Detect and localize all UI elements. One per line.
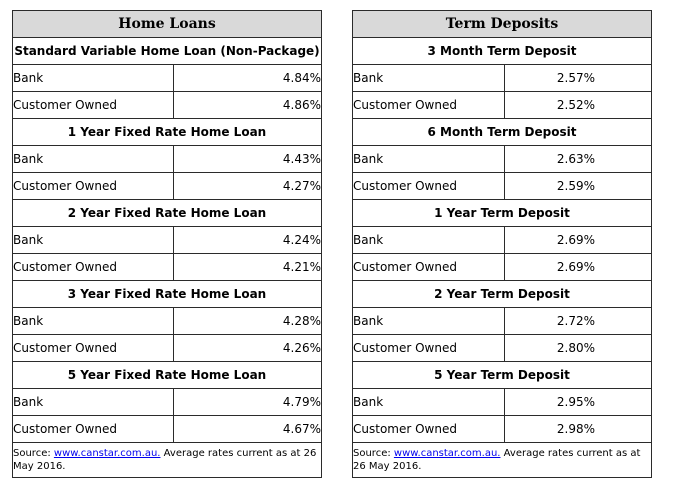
section-heading: 3 Month Term Deposit <box>352 37 652 65</box>
section-heading: 2 Year Fixed Rate Home Loan <box>12 199 322 227</box>
table-header-row: Home Loans <box>12 10 322 38</box>
section-heading: 2 Year Term Deposit <box>352 280 652 308</box>
rate-value: 2.80% <box>504 334 652 362</box>
row-label: Bank <box>351 145 506 173</box>
rate-value: 2.59% <box>504 172 652 200</box>
table-row: Bank 2.57% <box>351 64 652 92</box>
section-heading-row: 1 Year Term Deposit <box>352 199 652 227</box>
row-label: Customer Owned <box>12 172 174 200</box>
rate-value: 4.27% <box>172 172 323 200</box>
table-row: Customer Owned 4.21% <box>12 253 323 281</box>
row-label: Customer Owned <box>351 334 506 362</box>
table-row: Bank 2.63% <box>351 145 652 173</box>
row-label: Bank <box>12 145 174 173</box>
source-suffix: Average rates current as at 26 May 2016. <box>13 448 317 472</box>
rate-value: 2.52% <box>504 91 652 119</box>
row-label: Bank <box>351 64 506 92</box>
rate-value: 4.43% <box>172 145 323 173</box>
home-loans-table: Home Loans Standard Variable Home Loan (… <box>12 10 323 478</box>
source-prefix: Source: <box>13 448 54 459</box>
table-row: Customer Owned 2.98% <box>351 415 652 443</box>
table-row: Bank 2.69% <box>351 226 652 254</box>
table-row: Customer Owned 2.69% <box>351 253 652 281</box>
table-row: Bank 4.84% <box>12 64 323 92</box>
row-label: Customer Owned <box>12 334 174 362</box>
table-header-row: Term Deposits <box>352 10 652 38</box>
row-label: Bank <box>12 307 174 335</box>
table-row: Bank 4.43% <box>12 145 323 173</box>
table-row: Customer Owned 2.52% <box>351 91 652 119</box>
section-heading-row: 1 Year Fixed Rate Home Loan <box>12 118 322 146</box>
table-row: Customer Owned 2.80% <box>351 334 652 362</box>
row-label: Bank <box>351 388 506 416</box>
rate-value: 4.84% <box>172 64 323 92</box>
section-heading: Standard Variable Home Loan (Non-Package… <box>12 37 322 65</box>
source-note: Source: www.canstar.com.au. Average rate… <box>12 442 322 478</box>
table-row: Bank 4.28% <box>12 307 323 335</box>
row-label: Customer Owned <box>12 253 174 281</box>
table-row: Bank 2.72% <box>351 307 652 335</box>
rate-value: 4.67% <box>172 415 323 443</box>
rate-value: 2.57% <box>504 64 652 92</box>
section-heading-row: 2 Year Term Deposit <box>352 280 652 308</box>
source-link[interactable]: www.canstar.com.au. <box>393 448 501 459</box>
source-row: Source: www.canstar.com.au. Average rate… <box>12 442 322 478</box>
section-heading-row: 3 Month Term Deposit <box>352 37 652 65</box>
rate-value: 4.24% <box>172 226 323 254</box>
row-label: Bank <box>351 226 506 254</box>
section-heading: 1 Year Term Deposit <box>352 199 652 227</box>
term-deposits-table: Term Deposits 3 Month Term Deposit Bank 2… <box>351 10 652 478</box>
rate-value: 4.79% <box>172 388 323 416</box>
row-label: Bank <box>12 64 174 92</box>
home-loans-title: Home Loans <box>12 10 322 38</box>
rate-value: 4.86% <box>172 91 323 119</box>
rate-value: 4.21% <box>172 253 323 281</box>
rate-value: 2.98% <box>504 415 652 443</box>
source-link[interactable]: www.canstar.com.au. <box>53 448 161 459</box>
section-heading-row: 5 Year Fixed Rate Home Loan <box>12 361 322 389</box>
table-row: Customer Owned 4.27% <box>12 172 323 200</box>
section-heading-row: Standard Variable Home Loan (Non-Package… <box>12 37 322 65</box>
row-label: Customer Owned <box>351 91 506 119</box>
table-row: Bank 4.24% <box>12 226 323 254</box>
table-row: Bank 2.95% <box>351 388 652 416</box>
row-label: Bank <box>12 388 174 416</box>
row-label: Customer Owned <box>351 253 506 281</box>
row-label: Customer Owned <box>351 415 506 443</box>
table-row: Customer Owned 2.59% <box>351 172 652 200</box>
section-heading: 3 Year Fixed Rate Home Loan <box>12 280 322 308</box>
section-heading-row: 6 Month Term Deposit <box>352 118 652 146</box>
table-row: Customer Owned 4.26% <box>12 334 323 362</box>
section-heading: 5 Year Fixed Rate Home Loan <box>12 361 322 389</box>
row-label: Customer Owned <box>351 172 506 200</box>
source-note: Source: www.canstar.com.au. Average rate… <box>352 442 652 478</box>
rate-value: 2.95% <box>504 388 652 416</box>
table-row: Customer Owned 4.67% <box>12 415 323 443</box>
row-label: Bank <box>12 226 174 254</box>
row-label: Customer Owned <box>12 91 174 119</box>
rate-value: 4.28% <box>172 307 323 335</box>
section-heading-row: 2 Year Fixed Rate Home Loan <box>12 199 322 227</box>
row-label: Customer Owned <box>12 415 174 443</box>
row-label: Bank <box>351 307 506 335</box>
source-prefix: Source: <box>353 448 394 459</box>
section-heading: 1 Year Fixed Rate Home Loan <box>12 118 322 146</box>
source-row: Source: www.canstar.com.au. Average rate… <box>352 442 652 478</box>
section-heading-row: 3 Year Fixed Rate Home Loan <box>12 280 322 308</box>
section-heading: 6 Month Term Deposit <box>352 118 652 146</box>
rate-value: 2.63% <box>504 145 652 173</box>
rate-value: 2.69% <box>504 226 652 254</box>
table-row: Customer Owned 4.86% <box>12 91 323 119</box>
term-deposits-title: Term Deposits <box>352 10 652 38</box>
section-heading-row: 5 Year Term Deposit <box>352 361 652 389</box>
section-heading: 5 Year Term Deposit <box>352 361 652 389</box>
table-row: Bank 4.79% <box>12 388 323 416</box>
rate-value: 2.72% <box>504 307 652 335</box>
source-suffix: Average rates current as at 26 May 2016. <box>353 448 641 472</box>
rate-value: 2.69% <box>504 253 652 281</box>
rate-value: 4.26% <box>172 334 323 362</box>
